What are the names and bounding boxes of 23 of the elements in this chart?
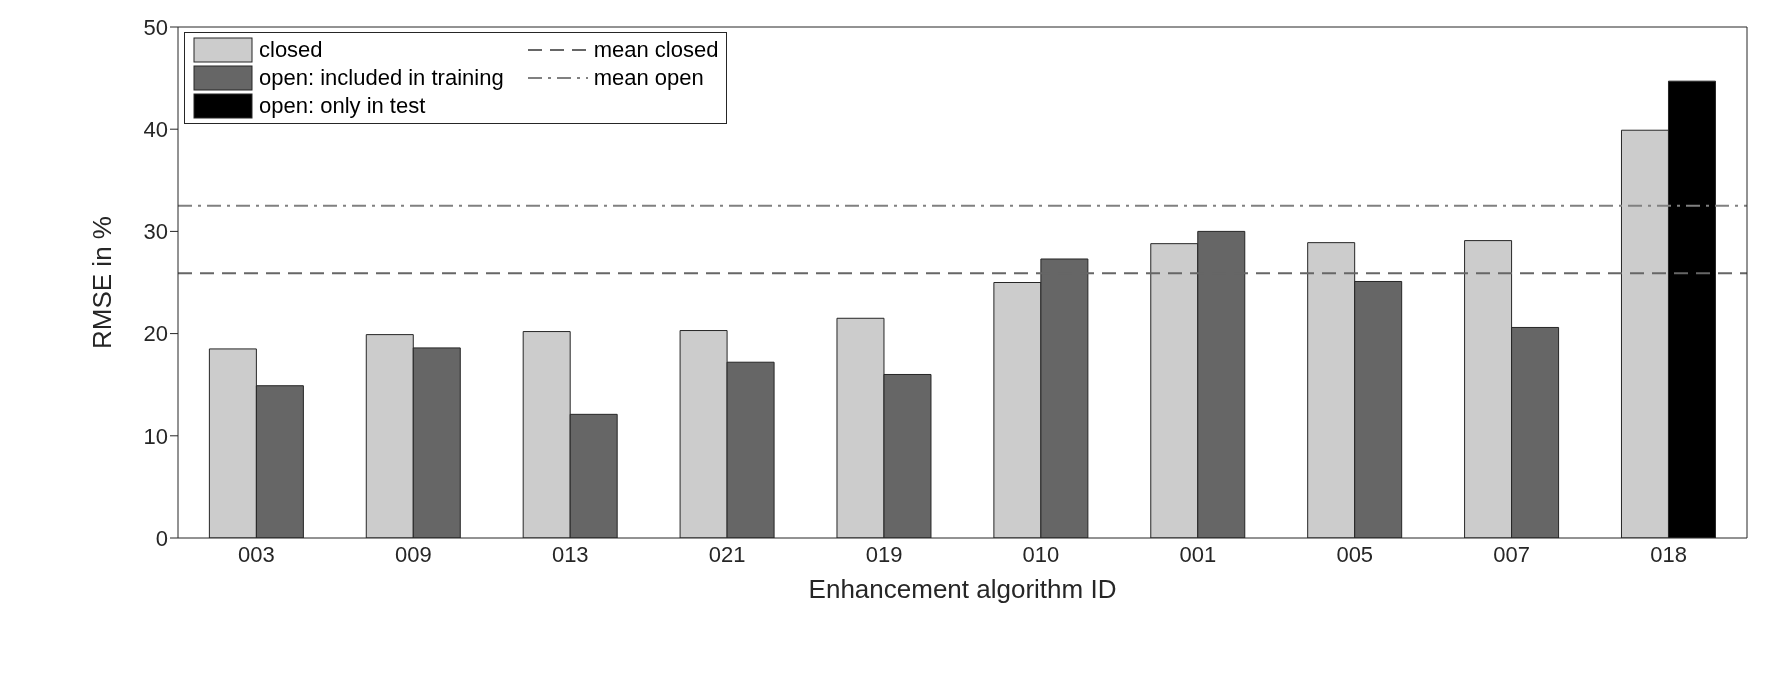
x-tick-label: 001: [1179, 541, 1217, 567]
x-tick-label: 003: [238, 541, 275, 567]
y-axis-title: RMSE in %: [87, 216, 118, 349]
y-tick-label: 0: [155, 525, 168, 551]
y-tick-label: 30: [143, 219, 168, 245]
y-tick-label: 10: [143, 423, 168, 449]
legend-label: open: included in training: [259, 65, 504, 91]
x-tick-label: 007: [1493, 541, 1531, 567]
legend-label: open: only in test: [259, 93, 426, 119]
x-tick-label: 009: [394, 541, 432, 567]
y-tick-label: 50: [143, 14, 168, 40]
x-tick-label: 010: [1022, 541, 1060, 567]
y-tick-label: 20: [143, 321, 168, 347]
y-tick-label: 40: [143, 117, 168, 143]
legend-label: mean closed: [593, 37, 719, 63]
legend-label: closed: [259, 37, 323, 63]
x-tick-label: 021: [708, 541, 746, 567]
x-axis-title: Enhancement algorithm ID: [808, 574, 1117, 604]
x-tick-label: 018: [1650, 541, 1687, 567]
x-tick-label: 013: [551, 541, 589, 567]
x-tick-label: 005: [1336, 541, 1374, 567]
x-tick-label: 019: [865, 541, 903, 567]
legend-label: mean open: [593, 65, 704, 91]
